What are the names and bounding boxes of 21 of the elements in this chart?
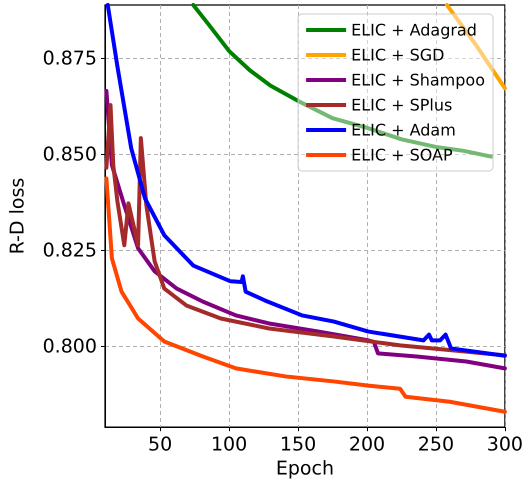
- legend-label: ELIC + Shampoo: [351, 70, 486, 90]
- line-series: [106, 3, 507, 358]
- y-tick-label: 0.875: [42, 48, 97, 70]
- line-series: [104, 176, 507, 414]
- legend-label: ELIC + Adam: [351, 120, 456, 140]
- legend-label: ELIC + SGD: [351, 46, 444, 64]
- y-axis-title: R-D loss: [6, 178, 28, 254]
- x-tick-label: 200: [348, 434, 386, 456]
- x-tick-label: 300: [486, 434, 523, 456]
- legend-label: ELIC + SOAP: [351, 146, 453, 164]
- y-tick-label: 0.850: [42, 144, 97, 166]
- x-tick-label: 100: [210, 434, 248, 456]
- x-tick-label: 250: [418, 434, 454, 456]
- line-series: [191, 3, 494, 159]
- legend-label: ELIC + SPlus: [351, 96, 452, 114]
- y-tick-label: 0.825: [42, 240, 97, 262]
- y-tick-label: 0.800: [42, 336, 97, 358]
- x-tick-label: 150: [280, 434, 316, 456]
- x-tick-label: 50: [148, 434, 172, 456]
- x-axis-title: Epoch: [276, 458, 334, 480]
- legend-label: ELIC + Adagrad: [351, 20, 477, 40]
